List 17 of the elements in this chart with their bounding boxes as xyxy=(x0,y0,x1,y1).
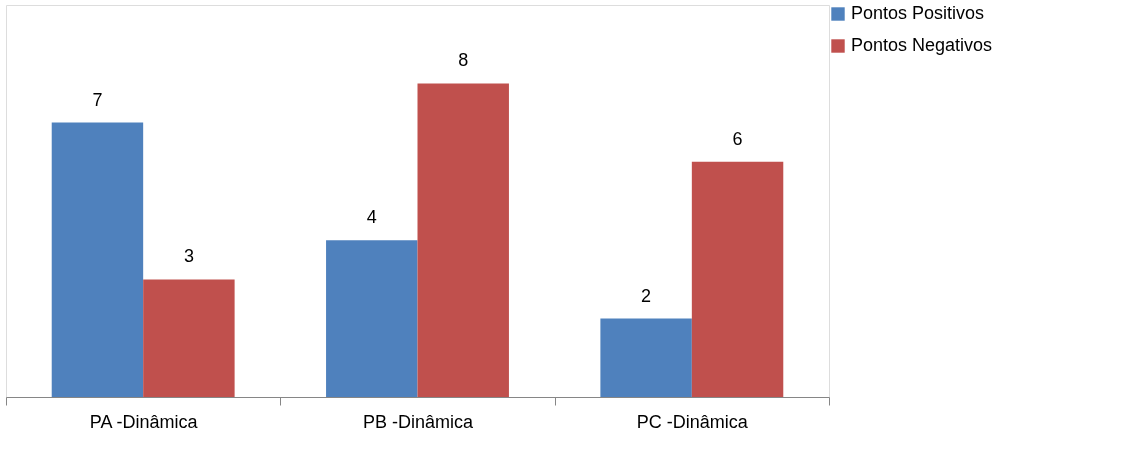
data-label: 8 xyxy=(458,50,469,71)
x-tick-label: PC -Dinâmica xyxy=(636,411,749,432)
bar xyxy=(691,161,784,397)
bar xyxy=(600,318,692,397)
data-label: 7 xyxy=(92,89,103,110)
data-label: 3 xyxy=(183,246,194,267)
bar xyxy=(51,122,144,397)
bar xyxy=(143,279,235,397)
x-tick-label: PB -Dinâmica xyxy=(362,411,474,432)
data-label: 2 xyxy=(641,285,652,306)
x-tick-label: PA -Dinâmica xyxy=(89,411,199,432)
bar xyxy=(326,240,418,397)
bar xyxy=(417,83,509,397)
data-label: 4 xyxy=(366,207,377,228)
data-label: 6 xyxy=(732,128,743,149)
legend-label: Pontos Negativos xyxy=(851,35,993,55)
legend-label: Pontos Positivos xyxy=(851,3,985,23)
